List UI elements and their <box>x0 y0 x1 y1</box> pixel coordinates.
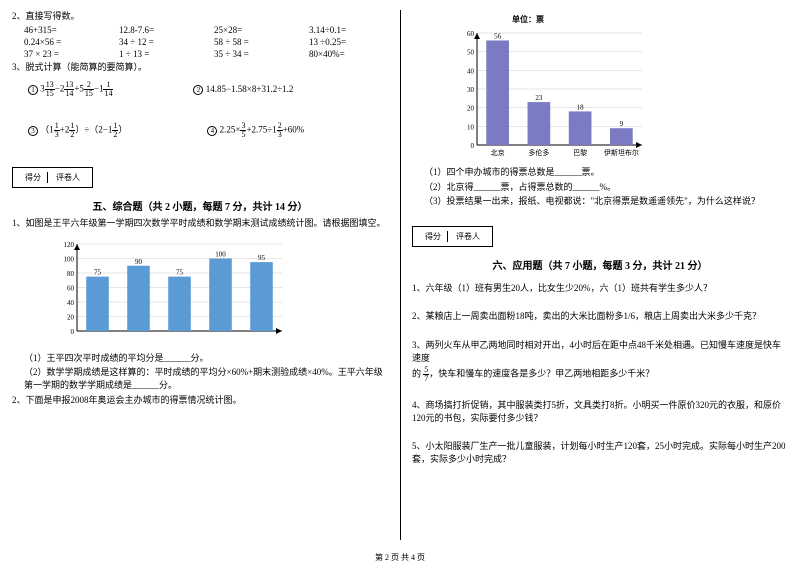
c1-q2: （2）数学学期成绩是这样算的：平时成绩的平均分×60%+期末测验成绩×40%。王… <box>12 366 388 391</box>
page-footer: 第 2 页 共 4 页 <box>0 552 800 563</box>
svg-text:0: 0 <box>71 328 75 336</box>
app-q4: 4、商场搞打折促销，其中服装类打5折，文具类打8折。小明买一件原价320元的衣服… <box>412 399 788 424</box>
svg-text:20: 20 <box>467 105 475 113</box>
right-column: 单位：票 0 10 20 30 40 50 60 56 北京 23 多伦多 18 巴黎 9 伊斯坦布尔 （1… <box>400 0 800 545</box>
section-6-title: 六、应用题（共 7 小题，每题 3 分，共计 21 分） <box>412 257 788 272</box>
arith-cell: 12.8-7.6= <box>119 25 194 35</box>
arith-cell: 58 ÷ 58 = <box>214 37 289 47</box>
arith-cell: 46+315= <box>24 25 99 35</box>
arith-cell: 0.24×56 = <box>24 37 99 47</box>
arith-cell: 35 ÷ 34 = <box>214 49 289 59</box>
score-label: 得分 <box>19 172 48 183</box>
marker-label: 评卷人 <box>50 172 86 183</box>
arith-row-2: 0.24×56 = 34 ÷ 12 = 58 ÷ 58 = 13 ÷0.25= <box>24 37 388 47</box>
svg-text:30: 30 <box>467 86 475 94</box>
svg-text:伊斯坦布尔: 伊斯坦布尔 <box>604 148 639 157</box>
marker-label: 评卷人 <box>450 231 486 242</box>
svg-text:50: 50 <box>467 49 475 57</box>
chart-1-svg: 0 20 40 60 80 100 120 75 90 75 100 95 <box>52 236 292 346</box>
app-q5: 5、小太阳服装厂生产一批儿童服装，计划每小时生产120套，25小时完成。实际每小… <box>412 440 788 465</box>
svg-text:多伦多: 多伦多 <box>528 148 549 157</box>
svg-text:90: 90 <box>135 258 143 266</box>
app-q2: 2、某粮店上一周卖出面粉18吨，卖出的大米比面粉多1/6，粮店上周卖出大米多少千… <box>412 310 788 323</box>
arith-row-1: 46+315= 12.8-7.6= 25×28= 3.14÷0.1= <box>24 25 388 35</box>
svg-text:95: 95 <box>258 254 266 262</box>
svg-text:40: 40 <box>467 67 475 75</box>
r-q2: （2）北京得______票，占得票总数的______%。 <box>412 181 788 194</box>
svg-text:40: 40 <box>67 299 75 307</box>
score-table: 得分评卷人 <box>12 167 93 188</box>
svg-text:60: 60 <box>67 284 75 292</box>
svg-text:75: 75 <box>176 268 184 276</box>
chart-2: 单位：票 0 10 20 30 40 50 60 56 北京 23 多伦多 18 巴黎 9 伊斯坦布尔 <box>452 14 788 160</box>
formula-row-1: 1 31315−21314+5215−1114 2 14.85−1.58×8+3… <box>28 81 388 98</box>
arith-cell: 13 ÷0.25= <box>309 37 384 47</box>
formula-1a: 1 31315−21314+5215−1114 <box>28 81 113 98</box>
c2: 2、下面是申报2008年奥运会主办城市的得票情况统计图。 <box>12 394 388 407</box>
left-column: 2、直接写得数。 46+315= 12.8-7.6= 25×28= 3.14÷0… <box>0 0 400 545</box>
formula-2b: 4 2.25×35+2.75÷123+60% <box>207 122 304 139</box>
arith-cell: 3.14÷0.1= <box>309 25 384 35</box>
svg-text:75: 75 <box>94 268 102 276</box>
svg-text:23: 23 <box>535 94 543 102</box>
svg-text:18: 18 <box>577 103 585 111</box>
app-q3-frac: 的 57，快车和慢车的速度各是多少？甲乙两地相距多少千米？ <box>412 366 788 383</box>
chart-2-title: 单位：票 <box>512 14 788 25</box>
c1-intro: 1、如图是王平六年级第一学期四次数学平时成绩和数学期末测试成绩统计图。请根据图填… <box>12 217 388 230</box>
app-q3-p1: 3、两列火车从甲乙两地同时相对开出，4小时后在距中点48千米处相遇。已知慢车速度… <box>412 339 788 364</box>
formula-2a: 3 （113+212）÷（2−112） <box>28 122 127 139</box>
arith-cell: 80×40%= <box>309 49 384 59</box>
c1-q1: （1）王平四次平时成绩的平均分是______分。 <box>12 352 388 365</box>
svg-text:20: 20 <box>67 313 75 321</box>
arith-cell: 25×28= <box>214 25 289 35</box>
formula-1b: 2 14.85−1.58×8+31.2÷1.2 <box>193 84 293 95</box>
num-icon: 4 <box>207 126 217 136</box>
svg-text:120: 120 <box>64 241 75 249</box>
q2-title: 2、直接写得数。 <box>12 10 388 23</box>
svg-text:56: 56 <box>494 32 502 40</box>
score-table-2: 得分评卷人 <box>412 226 493 247</box>
svg-text:10: 10 <box>467 123 475 131</box>
svg-text:60: 60 <box>467 30 475 38</box>
arith-row-3: 37 × 23 = 1 ÷ 13 = 35 ÷ 34 = 80×40%= <box>24 49 388 59</box>
arith-cell: 34 ÷ 12 = <box>119 37 194 47</box>
arith-cell: 1 ÷ 13 = <box>119 49 194 59</box>
svg-text:100: 100 <box>64 255 75 263</box>
svg-text:9: 9 <box>620 120 624 128</box>
formula-row-2: 3 （113+212）÷（2−112） 4 2.25×35+2.75÷123+6… <box>28 122 388 139</box>
r-q3: （3）投票结果一出来，报纸、电视都说："北京得票是数遥遥领先"，为什么这样说？ <box>412 195 788 208</box>
svg-text:80: 80 <box>67 270 75 278</box>
svg-text:0: 0 <box>471 142 475 150</box>
chart-1: 0 20 40 60 80 100 120 75 90 75 100 95 <box>52 236 388 346</box>
num-icon: 3 <box>28 126 38 136</box>
svg-text:北京: 北京 <box>491 148 505 157</box>
chart-2-svg: 0 10 20 30 40 50 60 56 北京 23 多伦多 18 巴黎 9 伊斯坦布尔 <box>452 25 672 160</box>
r-q1: （1）四个申办城市的得票总数是______票。 <box>412 166 788 179</box>
num-icon: 2 <box>193 85 203 95</box>
score-label: 得分 <box>419 231 448 242</box>
app-q1: 1、六年级（1）班有男生20人，比女生少20%，六（1）班共有学生多少人？ <box>412 282 788 295</box>
section-5-title: 五、综合题（共 2 小题，每题 7 分，共计 14 分） <box>12 198 388 213</box>
arith-cell: 37 × 23 = <box>24 49 99 59</box>
svg-text:巴黎: 巴黎 <box>573 148 587 157</box>
svg-text:100: 100 <box>215 250 226 258</box>
num-icon: 1 <box>28 85 38 95</box>
q3-title: 3、脱式计算（能简算的要简算）。 <box>12 61 388 74</box>
